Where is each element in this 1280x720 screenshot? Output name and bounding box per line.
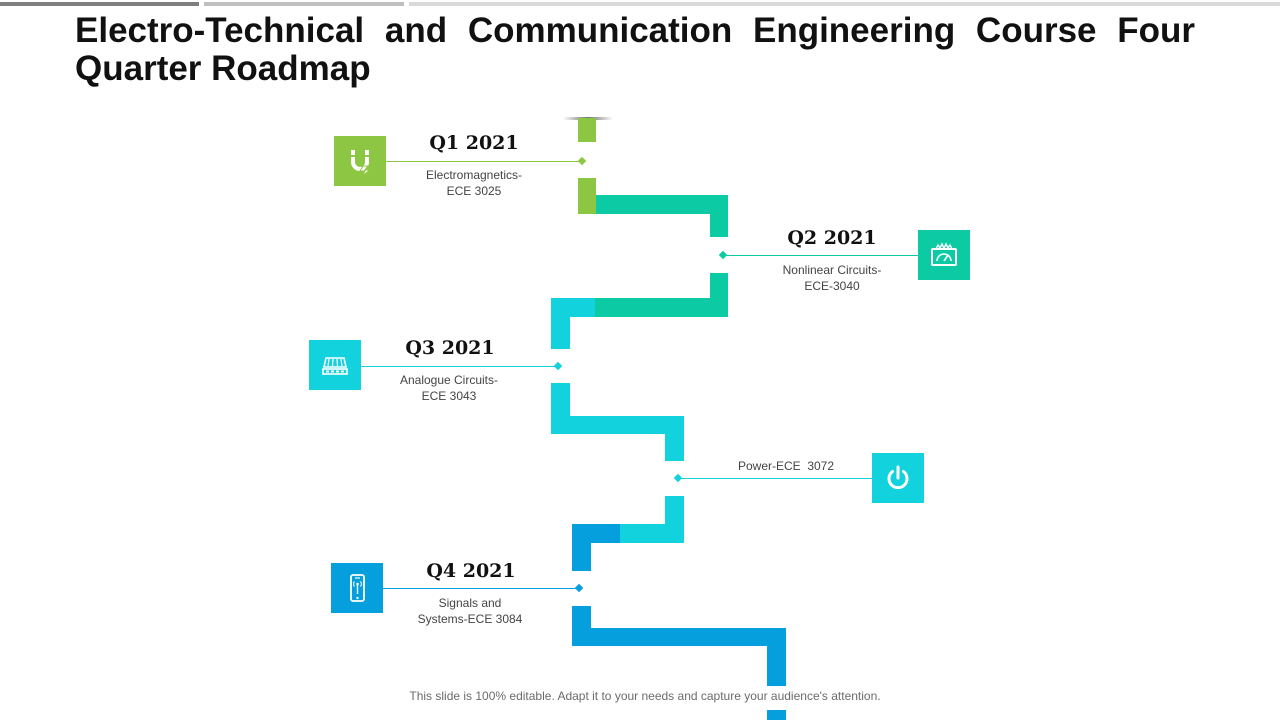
- milestone-marker: [718, 250, 728, 260]
- chip-icon: [322, 357, 348, 375]
- course-line: ECE-3040: [804, 279, 860, 293]
- milestone-marker: [574, 583, 584, 593]
- course-line: Systems-ECE 3084: [417, 612, 523, 626]
- milestone-quarter: Q1 2021: [429, 132, 519, 154]
- path-segment: [572, 628, 786, 646]
- course-line: Nonlinear Circuits-: [782, 263, 882, 277]
- milestone-icon-box: [918, 230, 970, 280]
- course-line: Power-ECE 3072: [737, 459, 835, 473]
- course-line: ECE 3025: [446, 184, 502, 198]
- milestone-course: Analogue Circuits- ECE 3043: [369, 372, 529, 404]
- path-segment: [572, 524, 591, 571]
- course-line: ECE 3043: [421, 389, 477, 403]
- milestone-course: Electromagnetics- ECE 3025: [394, 167, 554, 199]
- milestone-marker: [673, 473, 683, 483]
- milestone-connector: [383, 588, 580, 589]
- path-segment: [596, 195, 728, 214]
- milestone-connector: [678, 478, 872, 479]
- path-segment: [578, 178, 596, 214]
- milestone-course: Nonlinear Circuits- ECE-3040: [752, 262, 912, 294]
- magnet-icon: [351, 150, 372, 176]
- milestone-quarter: Q2 2021: [787, 227, 877, 249]
- top-accent-bar-2: [204, 2, 404, 6]
- milestone-quarter: Q4 2021: [426, 560, 516, 582]
- path-segment: [710, 195, 728, 237]
- milestone-icon-box: [334, 136, 386, 186]
- milestone-icon-box: [872, 453, 924, 503]
- course-line: Analogue Circuits-: [399, 373, 499, 387]
- milestone-course: Power-ECE 3072: [706, 458, 866, 474]
- milestone-course: Signals and Systems-ECE 3084: [390, 595, 550, 627]
- course-line: Electromagnetics-: [425, 168, 523, 182]
- milestone-connector: [723, 255, 918, 256]
- milestone-icon-box: [309, 340, 361, 390]
- path-segment: [767, 710, 786, 720]
- path-segment: [767, 628, 786, 686]
- course-line: Signals and: [438, 596, 502, 610]
- milestone-connector: [361, 366, 558, 367]
- path-segment: [551, 298, 570, 349]
- path-segment: [578, 118, 596, 142]
- path-segment: [665, 416, 684, 461]
- milestone-marker: [577, 156, 587, 166]
- top-accent-bar-1: [0, 2, 199, 6]
- footer-note: This slide is 100% editable. Adapt it to…: [409, 689, 881, 703]
- top-accent-bar-3: [409, 2, 1280, 6]
- milestone-quarter: Q3 2021: [405, 337, 495, 359]
- path-segment: [620, 524, 684, 543]
- milestone-marker: [553, 361, 563, 371]
- milestone-connector: [386, 161, 582, 162]
- path-segment: [551, 416, 684, 434]
- page-title: Electro-Technical and Communication Engi…: [75, 11, 1195, 88]
- milestone-icon-box: [331, 563, 383, 613]
- meter-icon: [931, 242, 957, 266]
- phone-signal-icon: [350, 574, 365, 602]
- power-icon: [887, 465, 909, 490]
- path-segment: [595, 298, 728, 317]
